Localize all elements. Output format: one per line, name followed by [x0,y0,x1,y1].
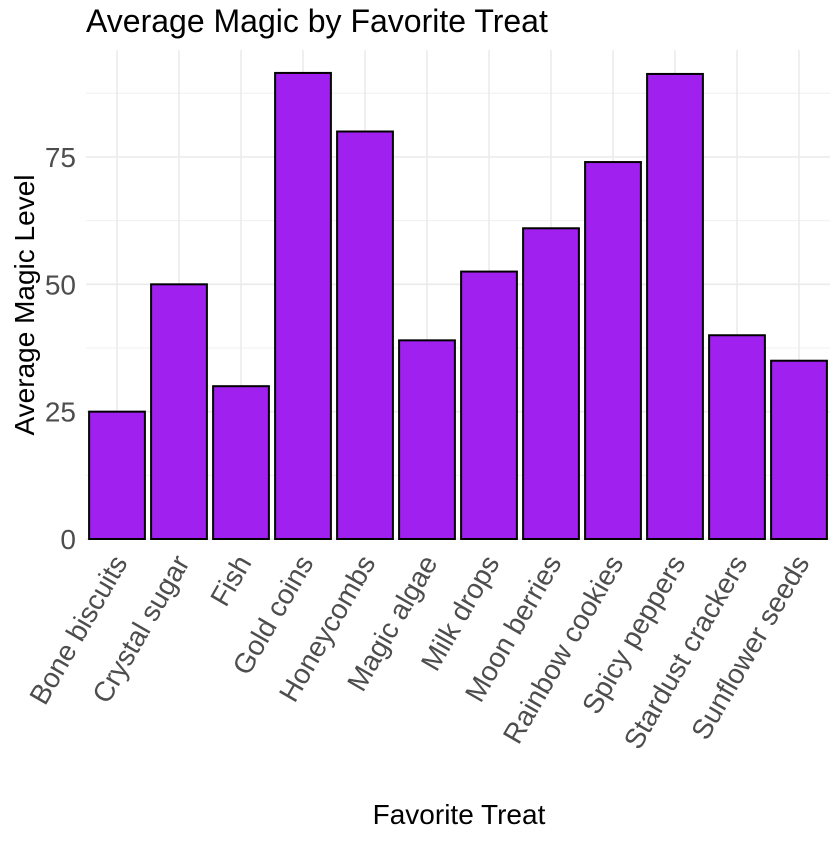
x-axis-title: Favorite Treat [373,799,546,830]
y-tick-label: 0 [60,524,76,555]
bar [522,227,580,540]
bar [460,270,518,540]
bar [336,130,394,540]
y-tick-label: 75 [45,142,76,173]
bar [274,71,332,540]
chart-title: Average Magic by Favorite Treat [86,3,548,39]
y-axis-ticks: 0 25 50 75 [45,142,76,555]
bar [88,410,146,540]
bar [150,283,208,540]
x-tick-label: Fish [204,550,257,611]
bar [584,161,642,540]
bar-layer [88,71,828,541]
bar [212,385,270,540]
bar [646,72,704,541]
bar [770,359,828,540]
y-tick-label: 25 [45,397,76,428]
bar [708,334,766,540]
y-axis-title: Average Magic Level [9,175,40,436]
bar [398,339,456,540]
y-tick-label: 50 [45,269,76,300]
